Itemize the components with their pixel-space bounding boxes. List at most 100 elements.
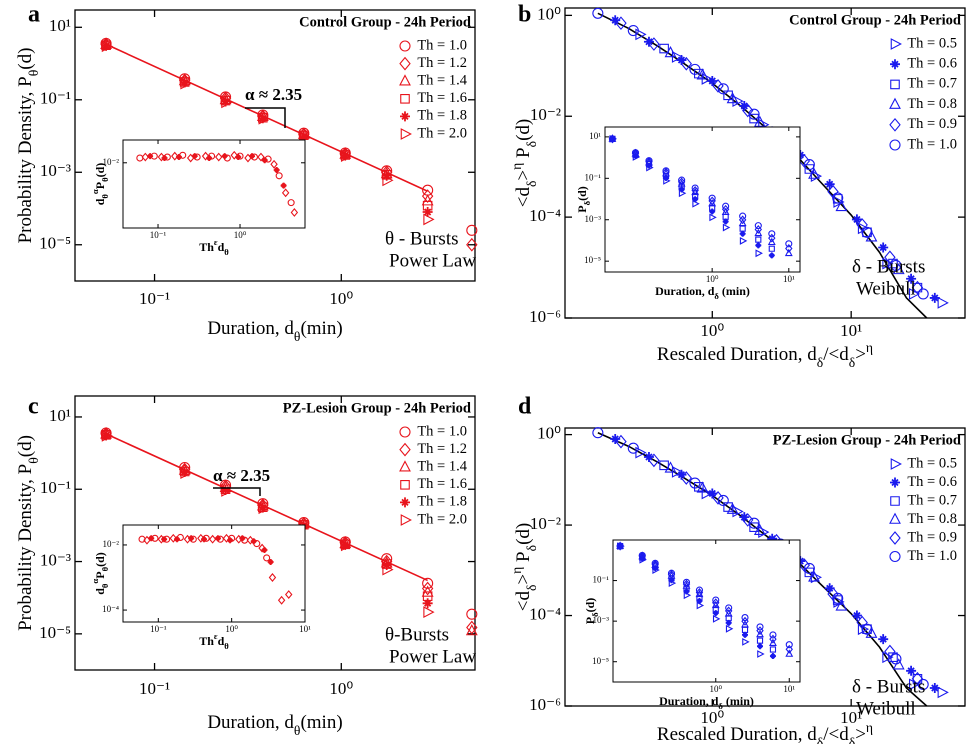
data-point xyxy=(270,159,278,169)
data-point xyxy=(804,567,815,578)
data-point xyxy=(667,569,676,577)
x-tick-label: 10⁰ xyxy=(700,708,724,727)
data-point xyxy=(785,644,793,654)
text-run: α xyxy=(90,579,100,584)
data-point xyxy=(465,624,478,636)
y-tick-label: 10⁻¹ xyxy=(585,172,602,182)
y-tick-label: 10⁻³ xyxy=(40,161,71,180)
data-point xyxy=(421,581,434,596)
data-point xyxy=(835,199,848,212)
y-tick-label: 10⁻¹ xyxy=(593,575,610,585)
text-run: P xyxy=(93,571,107,578)
text-run: θ xyxy=(26,457,41,464)
legend-marker xyxy=(400,111,410,122)
data-point xyxy=(878,634,889,645)
data-point xyxy=(643,451,654,462)
data-point xyxy=(890,653,902,665)
legend-marker xyxy=(890,79,900,90)
data-point xyxy=(808,570,820,582)
data-point xyxy=(726,502,739,514)
data-point xyxy=(171,151,179,161)
text-run: /<d xyxy=(823,344,849,365)
y-axis-label: Probability Density, Pθ(d) xyxy=(15,435,40,631)
text-run: θ xyxy=(100,583,110,588)
legend-marker xyxy=(889,551,901,562)
data-point xyxy=(422,207,433,218)
data-point xyxy=(651,559,659,569)
annotation: δ - Bursts xyxy=(852,256,925,277)
data-point xyxy=(180,467,192,480)
data-point xyxy=(422,200,433,211)
data-point xyxy=(175,154,182,161)
data-point xyxy=(298,131,309,142)
data-point xyxy=(627,442,639,454)
x-tick-label: 10⁰ xyxy=(329,289,353,308)
data-point xyxy=(631,148,640,158)
legend-marker xyxy=(889,97,901,109)
data-point xyxy=(878,242,889,253)
data-point xyxy=(937,686,949,699)
data-point xyxy=(273,167,280,174)
data-point xyxy=(865,626,878,638)
data-point xyxy=(851,610,862,621)
legend-label: Th = 1.4 xyxy=(417,73,467,89)
data-point xyxy=(739,212,747,220)
data-point xyxy=(753,115,766,127)
data-point xyxy=(662,167,670,177)
data-point xyxy=(423,213,435,226)
text-run: P xyxy=(513,147,534,162)
data-point xyxy=(692,199,700,208)
data-point xyxy=(610,15,621,26)
data-point xyxy=(709,213,717,222)
legend-marker xyxy=(890,458,902,470)
data-point xyxy=(466,224,478,236)
data-point xyxy=(890,259,902,271)
data-point xyxy=(422,591,433,602)
text-run: (d) xyxy=(93,552,107,567)
data-point xyxy=(768,230,776,238)
data-point xyxy=(340,539,351,550)
legend-label: Th = 1.8 xyxy=(417,494,467,510)
data-point xyxy=(689,63,701,75)
y-tick-label: 10⁻² xyxy=(103,539,120,549)
data-point xyxy=(161,536,168,543)
y-axis-label: Probability Density, Pθ(d) xyxy=(15,48,40,244)
x-tick-label: 10⁰ xyxy=(329,679,353,698)
data-point xyxy=(180,77,192,90)
data-point xyxy=(742,637,750,646)
data-point xyxy=(667,570,676,579)
y-axis-label: Pδ(d) xyxy=(575,186,592,213)
y-tick-label: 10¹ xyxy=(49,16,71,35)
data-point xyxy=(249,153,256,160)
y-tick-label: 10⁻⁶ xyxy=(529,307,561,326)
text-run: (d) xyxy=(15,48,36,70)
data-point xyxy=(277,595,286,605)
data-point xyxy=(645,157,653,167)
data-point xyxy=(169,533,178,543)
data-point xyxy=(214,535,221,542)
data-point xyxy=(757,643,764,650)
data-point xyxy=(741,614,749,622)
data-point xyxy=(725,619,732,626)
annotation: Power Law xyxy=(389,646,476,667)
data-point xyxy=(257,113,268,124)
data-point xyxy=(643,36,654,47)
data-point xyxy=(161,155,168,162)
data-point xyxy=(299,130,311,143)
data-point xyxy=(290,207,299,217)
slope-label: α ≈ 2.35 xyxy=(245,85,302,104)
text-run: d xyxy=(218,634,225,648)
data-point xyxy=(422,598,433,609)
data-point xyxy=(381,560,392,571)
text-run: δ xyxy=(714,291,719,301)
legend-label: Th = 1.0 xyxy=(907,548,957,564)
x-axis-label: Rescaled Duration, dδ/<dδ>η xyxy=(657,720,873,744)
text-run: <d xyxy=(513,187,534,208)
text-run: d xyxy=(218,240,225,254)
data-point xyxy=(906,273,917,284)
data-point xyxy=(609,135,616,142)
text-run: θ xyxy=(100,566,110,571)
legend-marker xyxy=(890,38,902,50)
x-axis-label: Duration, dθ(min) xyxy=(207,318,342,343)
data-point xyxy=(709,208,716,215)
